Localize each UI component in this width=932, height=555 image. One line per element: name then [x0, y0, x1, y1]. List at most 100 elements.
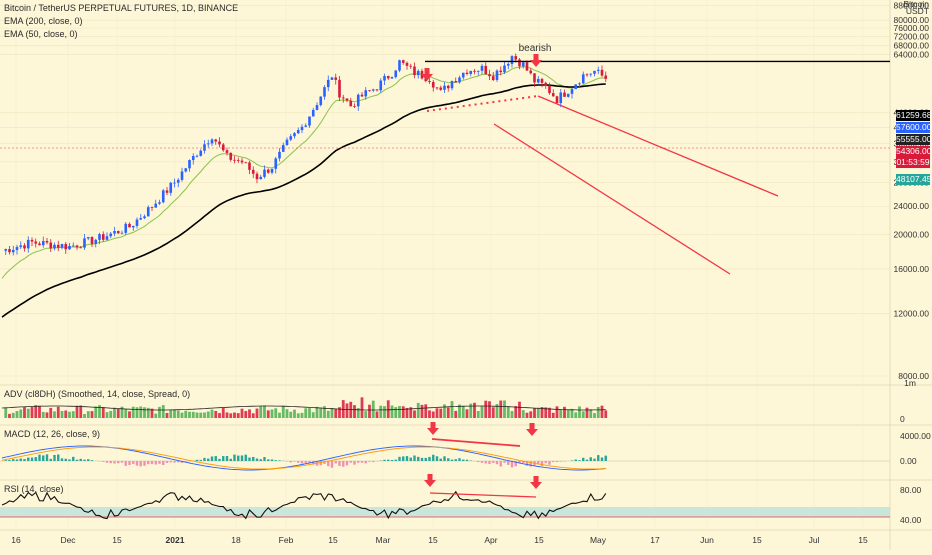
candle-body: [469, 71, 472, 74]
adv-bar: [57, 407, 60, 418]
adv-bar: [241, 409, 244, 418]
macd-histogram-bar: [245, 455, 247, 461]
adv-bar: [16, 411, 19, 418]
time-tick-label: Jul: [809, 535, 820, 545]
macd-histogram-bar: [320, 461, 322, 465]
candle-body: [451, 81, 454, 88]
adv-bar: [316, 407, 319, 418]
macd-histogram-bar: [53, 455, 55, 461]
macd-histogram-bar: [136, 461, 138, 466]
price-tick-label: 24000.00: [894, 201, 930, 211]
candle-body: [158, 202, 161, 203]
macd-histogram-bar: [35, 457, 37, 461]
adv-bar: [139, 406, 142, 418]
macd-histogram-bar: [458, 458, 460, 461]
macd-histogram-bar: [451, 460, 453, 461]
macd-histogram-bar: [466, 460, 468, 461]
macd-histogram-bar: [503, 461, 505, 463]
macd-histogram-bar: [211, 456, 213, 461]
macd-histogram-bar: [207, 459, 209, 461]
adv-bar: [244, 411, 247, 418]
candle-body: [499, 71, 502, 72]
time-tick-label: 15: [428, 535, 438, 545]
macd-histogram-bar: [290, 461, 292, 462]
adv-bar: [286, 409, 289, 418]
adv-bar: [301, 413, 304, 418]
candle-body: [604, 76, 607, 79]
macd-histogram-bar: [578, 460, 580, 461]
adv-bar: [8, 414, 11, 418]
candle-body: [312, 110, 315, 117]
adv-bar: [402, 406, 405, 418]
macd-histogram-bar: [368, 461, 370, 462]
candle-body: [188, 160, 191, 168]
adv-bar: [196, 413, 199, 418]
adv-bar: [79, 405, 82, 418]
adv-bar: [428, 410, 431, 418]
macd-histogram-bar: [395, 460, 397, 461]
adv-bar: [331, 408, 334, 418]
candle-body: [511, 56, 514, 64]
candle-body: [102, 234, 105, 240]
candle-body: [16, 247, 19, 250]
candle-body: [12, 250, 15, 252]
adv-bar: [304, 408, 307, 418]
macd-histogram-bar: [110, 461, 112, 463]
candle-body: [271, 169, 274, 173]
adv-bar: [252, 413, 255, 418]
macd-histogram-bar: [331, 461, 333, 468]
adv-bar: [53, 411, 56, 418]
adv-bar: [19, 409, 22, 418]
candle-body: [406, 63, 409, 66]
adv-bar: [312, 412, 315, 418]
adv-bar: [203, 412, 206, 418]
candle-body: [38, 244, 41, 246]
adv-bar: [226, 412, 229, 418]
candle-body: [387, 76, 390, 78]
macd-histogram-bar: [241, 455, 243, 461]
macd-histogram-bar: [31, 458, 33, 461]
candle-body: [79, 247, 82, 248]
candle-body: [128, 224, 131, 228]
time-tick-label: 15: [534, 535, 544, 545]
macd-histogram-bar: [406, 456, 408, 461]
candle-body: [563, 93, 566, 97]
macd-histogram-bar: [372, 461, 374, 462]
macd-histogram-bar: [170, 461, 172, 462]
adv-bar: [181, 413, 184, 418]
adv-bar: [218, 413, 221, 418]
macd-histogram-bar: [275, 460, 277, 461]
candle-body: [151, 207, 154, 208]
time-tick-label: Apr: [484, 535, 497, 545]
candle-body: [87, 237, 90, 238]
macd-histogram-bar: [166, 461, 168, 463]
countdown-label: 01:53:59: [896, 157, 930, 168]
candle-body: [428, 81, 431, 82]
time-tick-label: 16: [11, 535, 21, 545]
macd-histogram-bar: [357, 461, 359, 463]
macd-histogram-bar: [417, 457, 419, 461]
candle-body: [169, 183, 172, 193]
candle-body: [267, 170, 270, 173]
candle-body: [4, 249, 7, 251]
candle-body: [526, 62, 529, 70]
adv-bar: [376, 411, 379, 418]
adv-bar: [604, 410, 607, 418]
adv-bar: [391, 405, 394, 418]
adv-bar: [282, 406, 285, 418]
candle-body: [304, 126, 307, 127]
macd-histogram-bar: [155, 461, 157, 465]
candle-body: [601, 70, 604, 76]
adv-bar: [567, 410, 570, 418]
adv-bar: [571, 409, 574, 418]
adv-bar: [597, 407, 600, 418]
macd-histogram-bar: [297, 461, 299, 463]
candle-body: [218, 141, 221, 144]
candle-body: [237, 160, 240, 161]
adv-bar: [526, 413, 529, 418]
candle-body: [34, 242, 37, 244]
candle-body: [582, 74, 585, 83]
macd-histogram-bar: [488, 461, 490, 464]
